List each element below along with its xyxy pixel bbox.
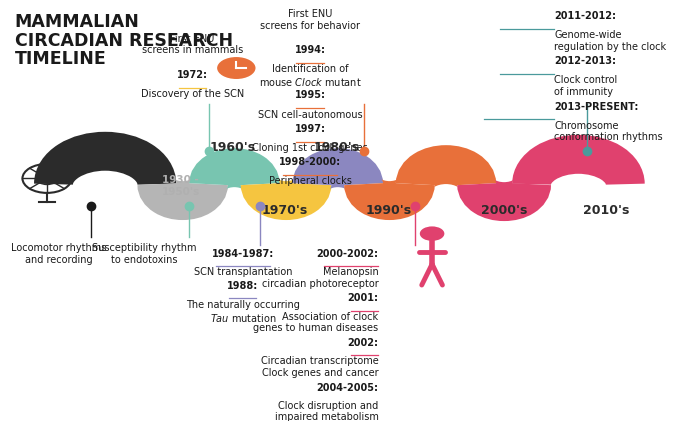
Text: Circadian transcriptome
Clock genes and cancer: Circadian transcriptome Clock genes and … (261, 356, 378, 378)
Circle shape (216, 56, 256, 80)
Text: Genome-wide
regulation by the clock: Genome-wide regulation by the clock (554, 30, 667, 51)
Text: 1980's: 1980's (314, 141, 360, 155)
Text: 2000's: 2000's (482, 204, 527, 217)
Text: 1998-2000:: 1998-2000: (279, 157, 341, 167)
Text: 1988:: 1988: (227, 281, 258, 291)
Text: 1995:: 1995: (295, 91, 325, 101)
Text: 1930 -
1950's: 1930 - 1950's (162, 175, 200, 197)
Text: First ENU
screens for behavior: First ENU screens for behavior (260, 9, 360, 31)
Text: 1970's: 1970's (262, 204, 308, 217)
Text: Discovery of the SCN: Discovery of the SCN (140, 89, 244, 99)
Text: The naturally occurring
$\mathit{Tau}$ mutation: The naturally occurring $\mathit{Tau}$ m… (186, 299, 300, 323)
Text: 2000-2002:: 2000-2002: (316, 249, 378, 259)
Text: 2004-2005:: 2004-2005: (316, 383, 378, 392)
Text: 2012-2013:: 2012-2013: (554, 56, 616, 66)
Text: Locomotor rhythms
and recording: Locomotor rhythms and recording (11, 243, 106, 265)
Text: 1990's: 1990's (365, 204, 411, 217)
Text: SCN transplantation: SCN transplantation (194, 267, 292, 277)
Circle shape (420, 226, 445, 241)
Text: 1994:: 1994: (295, 45, 325, 55)
Text: Cloning 1st clock genes: Cloning 1st clock genes (252, 143, 368, 153)
Text: Clock disruption and
impaired metabolism: Clock disruption and impaired metabolism (275, 401, 378, 421)
Text: 1984-1987:: 1984-1987: (212, 249, 274, 259)
Text: Clock control
of immunity: Clock control of immunity (554, 75, 617, 97)
Text: Association of clock
genes to human diseases: Association of clock genes to human dise… (253, 312, 378, 333)
Text: 2002:: 2002: (347, 338, 378, 348)
Text: 1960's: 1960's (210, 141, 256, 155)
Text: 2013-PRESENT:: 2013-PRESENT: (554, 101, 638, 112)
Text: Susceptibility rhythm
to endotoxins: Susceptibility rhythm to endotoxins (92, 243, 196, 265)
Text: Melanopsin
circadian photoreceptor: Melanopsin circadian photoreceptor (262, 267, 378, 289)
Text: 2011-2012:: 2011-2012: (554, 11, 616, 21)
Text: Peripheral clocks: Peripheral clocks (269, 176, 351, 186)
Text: Chromosome
conformation rhythms: Chromosome conformation rhythms (554, 120, 663, 142)
Text: First ENU
screens in mammals: First ENU screens in mammals (142, 34, 243, 55)
Text: Identification of
mouse $\mathit{Clock}$ mutant: Identification of mouse $\mathit{Clock}$… (259, 64, 361, 88)
Text: 1997:: 1997: (295, 124, 325, 133)
Text: 2010's: 2010's (583, 204, 629, 217)
Text: 1972:: 1972: (177, 70, 208, 80)
Text: 1920's: 1920's (82, 141, 128, 155)
Text: SCN cell-autonomous: SCN cell-autonomous (258, 109, 362, 120)
Text: 2001:: 2001: (347, 293, 378, 304)
Text: MAMMALIAN
CIRCADIAN RESEARCH
TIMELINE: MAMMALIAN CIRCADIAN RESEARCH TIMELINE (14, 13, 233, 68)
